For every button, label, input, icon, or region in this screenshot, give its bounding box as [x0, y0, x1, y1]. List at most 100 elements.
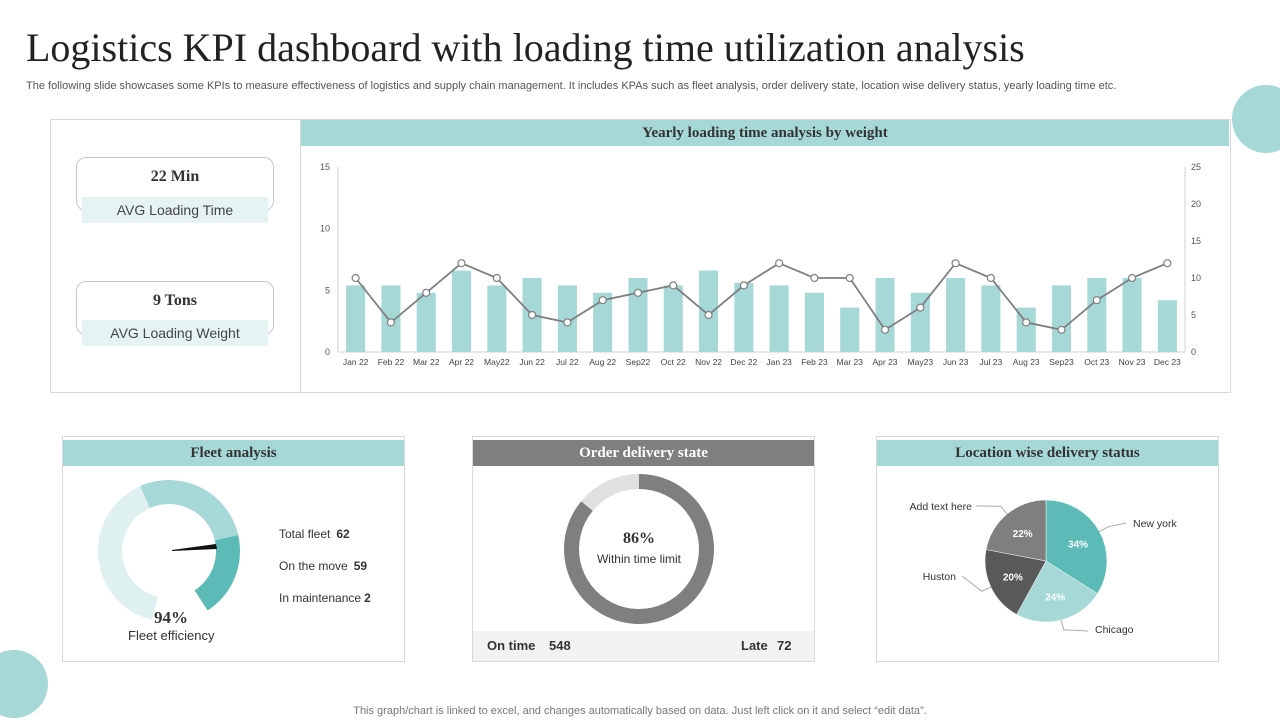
- x-tick-label: Sep22: [626, 357, 651, 367]
- page-title: Logistics KPI dashboard with loading tim…: [26, 25, 1025, 70]
- x-tick-label: Jan 22: [343, 357, 369, 367]
- pie-value-label: 24%: [1045, 592, 1065, 603]
- kpi-label: AVG Loading Weight: [82, 320, 268, 346]
- decorative-circle: [1232, 85, 1280, 153]
- x-tick-label: Jan 23: [766, 357, 792, 367]
- bar: [628, 278, 648, 352]
- x-tick-label: May23: [908, 357, 934, 367]
- bar: [769, 285, 789, 352]
- on-time-value: 548: [549, 638, 571, 653]
- order-footer: On time 548 Late 72: [473, 631, 814, 661]
- pie-category-label: Chicago: [1095, 624, 1134, 636]
- x-tick-label: Feb 22: [378, 357, 405, 367]
- x-tick-label: Aug 23: [1013, 357, 1040, 367]
- x-tick-label: Oct 23: [1084, 357, 1109, 367]
- bar: [1051, 285, 1072, 352]
- bar: [804, 292, 824, 352]
- bar: [487, 285, 507, 352]
- y-tick-label-right: 25: [1191, 162, 1201, 172]
- bar: [734, 282, 754, 352]
- line-point: [1022, 318, 1031, 327]
- location-delivery-pie[interactable]: 34% 24% 20% 22% New york Chicago Huston Add tex…: [890, 485, 1210, 650]
- y-tick-label-left: 10: [320, 224, 330, 234]
- fleet-stat-on-move: On the move 59: [279, 559, 367, 573]
- bar: [663, 285, 683, 352]
- bar: [1016, 307, 1036, 352]
- pie-leader-line: [961, 575, 992, 592]
- x-tick-label: Apr 22: [449, 357, 474, 367]
- bar: [840, 307, 860, 352]
- pie-slice: [1016, 560, 1098, 623]
- y-tick-label-left: 15: [320, 162, 330, 172]
- line-point: [528, 310, 537, 320]
- order-panel: [472, 436, 815, 662]
- kpi-value: 22 Min: [150, 168, 200, 185]
- pie-category-label: New york: [1133, 518, 1178, 530]
- x-tick-label: Nov 23: [1119, 357, 1146, 367]
- line-point: [351, 273, 360, 283]
- x-tick-label: Jul 22: [556, 357, 579, 367]
- fleet-stat-total: Total fleet 62: [279, 527, 350, 541]
- donut-slice: [581, 474, 639, 511]
- yearly-chart-heading: Yearly loading time analysis by weight: [301, 120, 1229, 146]
- pie-value-label: 22%: [1013, 529, 1033, 540]
- yearly-loading-chart[interactable]: 0 5 10 15 0 5 10 15 20 25 Jan 22 Feb 22 Mar 22 Apr 22…: [305, 150, 1225, 375]
- order-percent: 86%: [623, 530, 655, 547]
- y-tick-label-right: 0: [1191, 347, 1196, 357]
- panel-divider: [300, 120, 301, 392]
- y-tick-label-right: 5: [1191, 310, 1196, 320]
- gauge-segment: [140, 480, 239, 541]
- order-delivery-donut[interactable]: [550, 465, 728, 633]
- line-point: [1092, 296, 1101, 305]
- fleet-stat-value: 59: [353, 559, 368, 573]
- x-tick-label: Nov 22: [695, 357, 722, 367]
- pie-category-label: Huston: [923, 571, 956, 583]
- line-point: [739, 281, 748, 290]
- bar: [1157, 300, 1177, 352]
- line-point: [845, 273, 854, 283]
- x-tick-label: Sep23: [1049, 357, 1074, 367]
- fleet-stat-value: 2: [364, 591, 371, 605]
- y-tick-label-right: 15: [1191, 236, 1201, 246]
- pie-value-label: 20%: [1003, 573, 1023, 584]
- line-point: [1163, 259, 1172, 268]
- bar: [1087, 278, 1107, 352]
- y-tick-label-left: 5: [325, 285, 330, 295]
- line-point: [457, 259, 466, 268]
- fleet-efficiency-gauge[interactable]: [80, 470, 260, 630]
- line-point: [563, 318, 572, 327]
- line-point: [951, 259, 960, 268]
- line-point: [492, 273, 501, 283]
- gauge-segment: [98, 486, 158, 620]
- pie-value-label: 34%: [1068, 539, 1088, 550]
- line-point: [810, 273, 819, 283]
- x-tick-label: Feb 23: [801, 357, 828, 367]
- x-tick-label: Dec 23: [1154, 357, 1181, 367]
- line-point: [916, 303, 925, 312]
- series-line: [354, 262, 1168, 332]
- fleet-heading: Fleet analysis: [63, 440, 404, 466]
- line-point: [986, 273, 995, 283]
- x-tick-label: Aug 22: [589, 357, 616, 367]
- x-tick-label: Jun 23: [943, 357, 969, 367]
- line-point: [598, 296, 607, 305]
- pie-slice: [985, 499, 1047, 562]
- x-tick-label: May22: [484, 357, 510, 367]
- y-tick-label-left: 0: [325, 347, 330, 357]
- fleet-efficiency-label: Fleet efficiency: [128, 628, 215, 643]
- bar: [1122, 278, 1142, 352]
- footnote: This graph/chart is linked to excel, and…: [353, 705, 927, 717]
- order-percent-label: Within time limit: [596, 552, 681, 566]
- x-tick-label: Jun 22: [519, 357, 545, 367]
- line-point: [386, 318, 396, 327]
- gauge-needle: [172, 544, 217, 551]
- y-tick-label-right: 10: [1191, 273, 1201, 283]
- y-tick-label-right: 20: [1191, 199, 1201, 209]
- order-heading: Order delivery state: [473, 440, 814, 466]
- pie-slice: [1045, 499, 1108, 595]
- line-point: [775, 259, 784, 268]
- line-point: [704, 310, 713, 320]
- fleet-stat-label: Total fleet: [279, 527, 331, 541]
- bar: [593, 292, 613, 352]
- location-heading: Location wise delivery status: [877, 440, 1218, 466]
